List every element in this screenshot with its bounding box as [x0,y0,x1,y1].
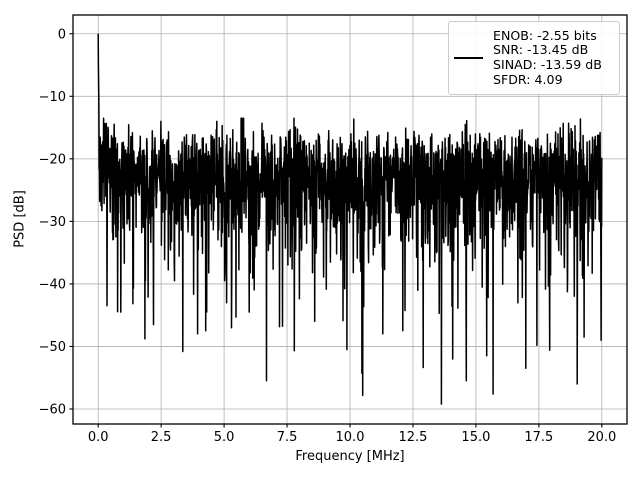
legend-snr: SNR: -13.45 dB [493,42,589,58]
y-tick-label: 0 [58,27,66,42]
y-tick-label: −10 [39,90,66,105]
x-tick-label: 12.5 [398,430,427,445]
y-tick-label: −40 [39,277,66,292]
legend-sfdr: SFDR: 4.09 [493,71,563,87]
legend-line-sample [454,57,483,59]
x-tick-label: 17.5 [524,430,553,445]
x-tick-label: 20.0 [587,430,616,445]
psd-line [97,33,603,405]
y-tick-label: −30 [39,215,66,230]
y-axis-label: PSD [dB] [12,190,28,248]
legend-sinad: SINAD: -13.59 dB [493,57,602,72]
x-tick-label: 2.5 [151,430,172,445]
y-tick-label: −50 [39,340,66,355]
x-tick-label: 0.0 [88,430,109,445]
legend: ENOB: -2.55 bits SNR: -13.45 dB SINAD: -… [448,21,620,95]
x-tick-label: 5.0 [214,430,235,445]
x-tick-label: 10.0 [336,430,365,445]
x-tick-label: 7.5 [277,430,298,445]
x-axis-label: Frequency [MHz] [295,449,405,464]
legend-enob: ENOB: -2.55 bits [493,27,597,43]
legend-text: ENOB: -2.55 bits SNR: -13.45 dB SINAD: -… [493,27,602,87]
y-tick-label: −60 [39,402,66,417]
x-tick-label: 15.0 [461,430,490,445]
y-tick-label: −20 [39,152,66,167]
